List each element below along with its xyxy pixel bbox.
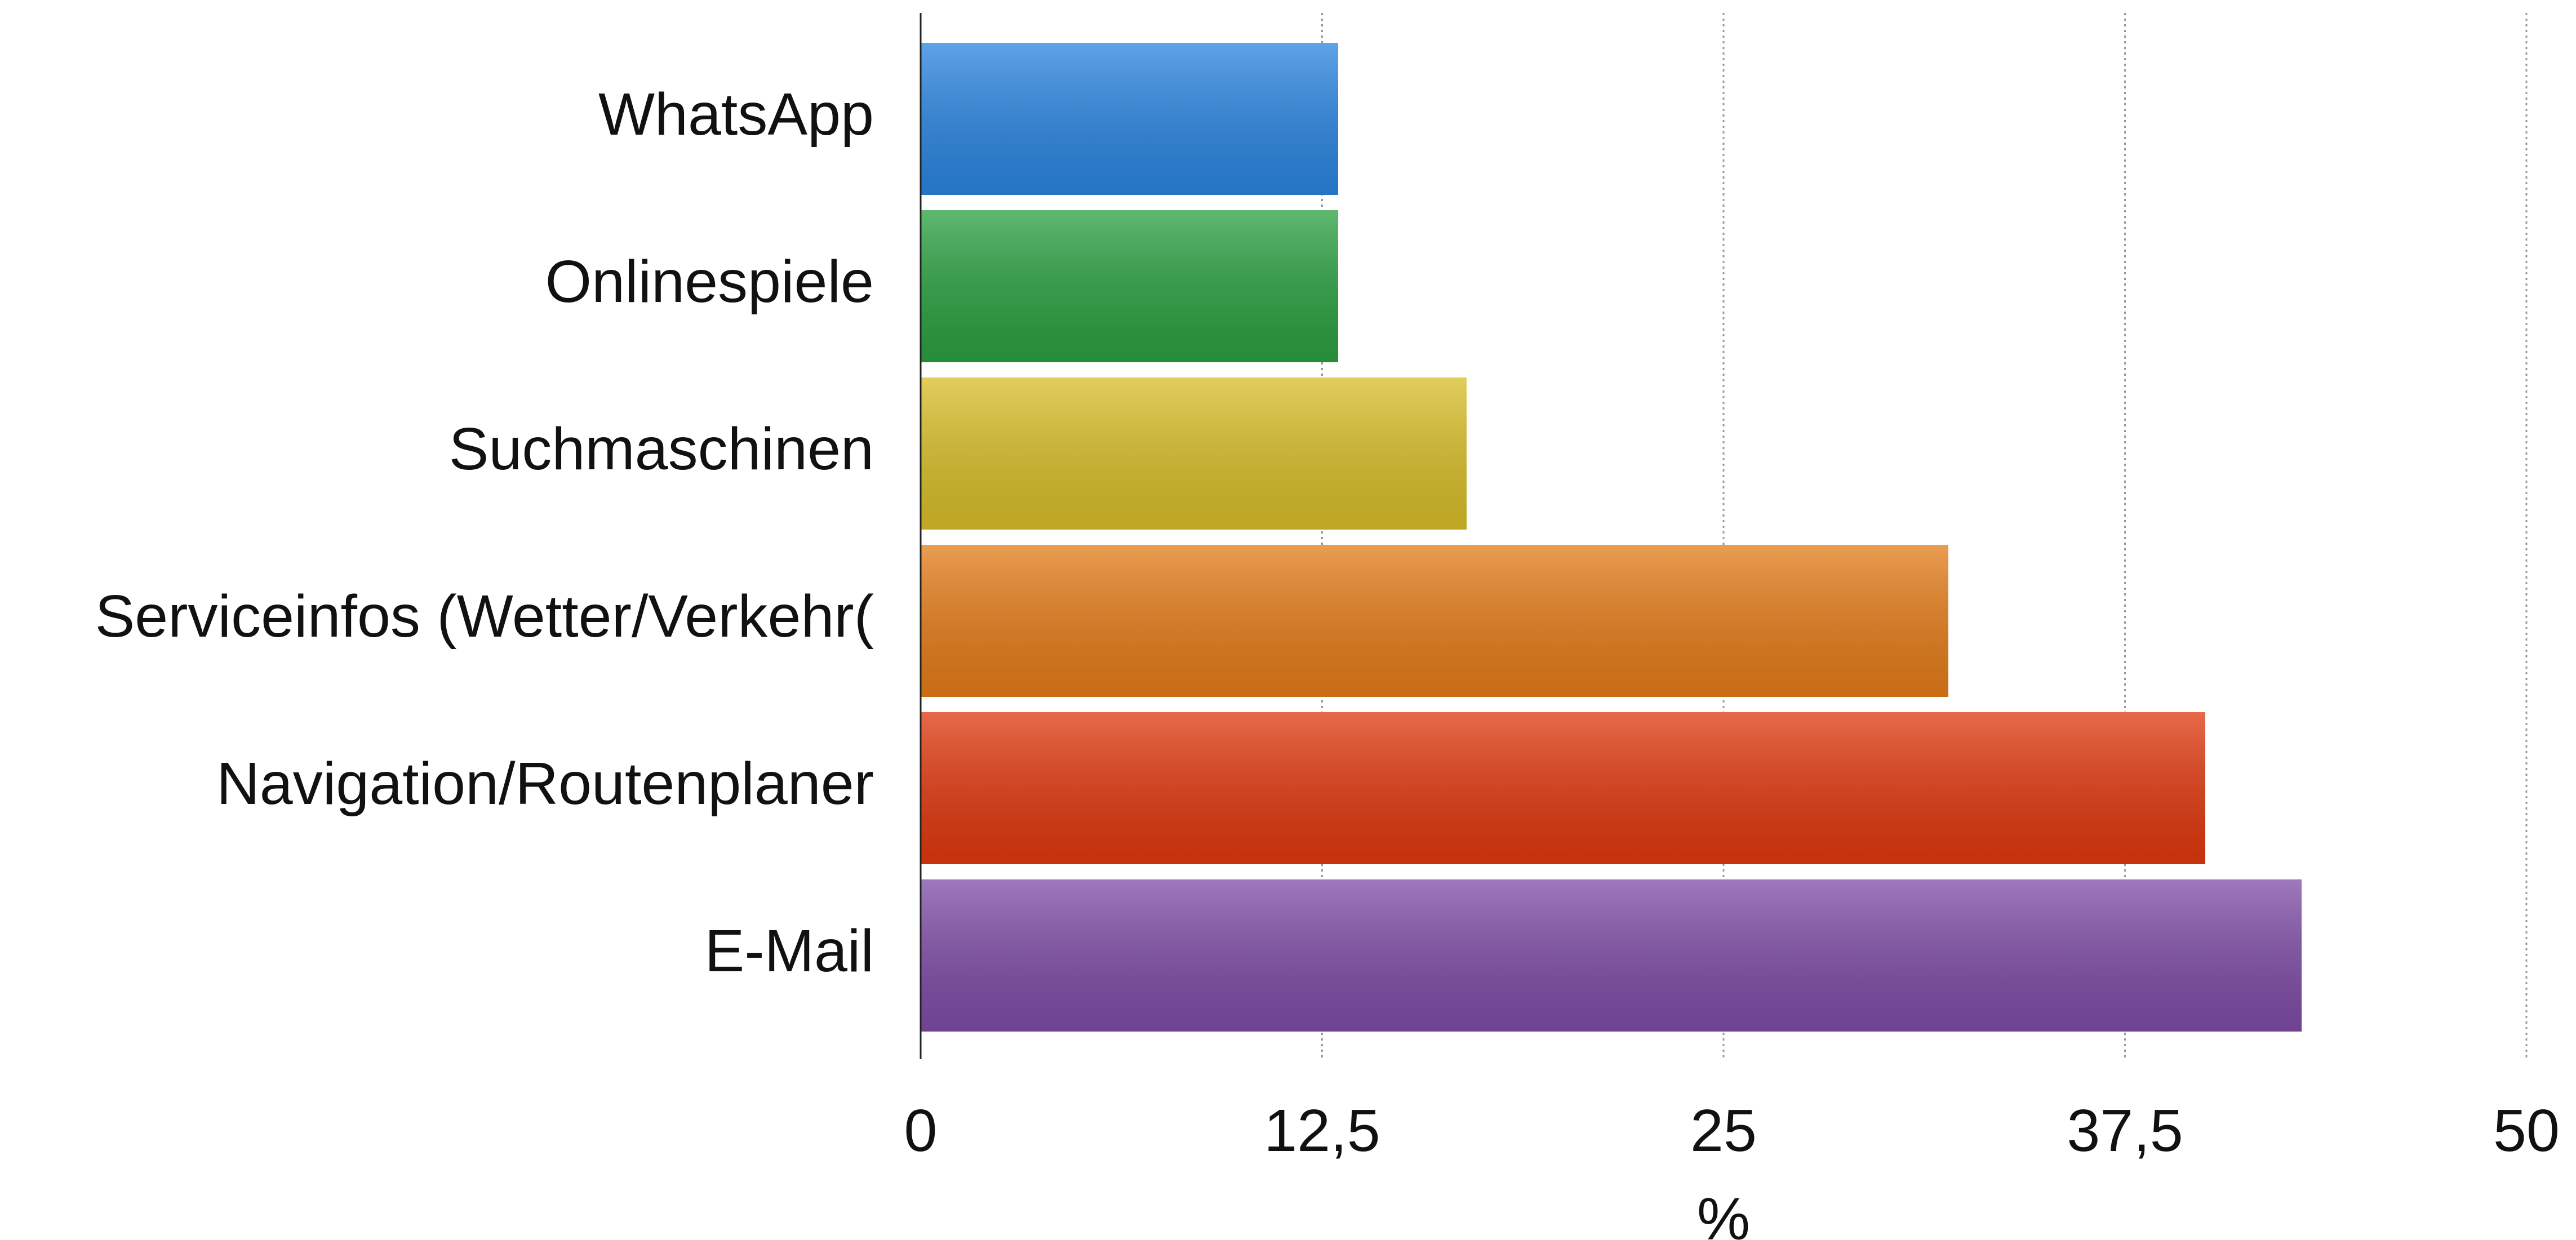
bar-shine bbox=[921, 879, 2302, 1032]
bars bbox=[921, 43, 2302, 1032]
y-tick-label: Suchmaschinen bbox=[449, 416, 874, 482]
x-tick-label: 37,5 bbox=[2067, 1097, 2183, 1164]
x-tick-label: 25 bbox=[1690, 1097, 1757, 1164]
y-tick-label: Onlinespiele bbox=[545, 248, 874, 315]
y-tick-label: Serviceinfos (Wetter/Verkehr( bbox=[95, 583, 874, 650]
x-axis-label: % bbox=[1697, 1186, 1750, 1240]
y-tick-label: WhatsApp bbox=[598, 81, 874, 148]
x-tick-label: 50 bbox=[2493, 1097, 2560, 1164]
y-tick-label: E-Mail bbox=[705, 918, 874, 984]
x-tick-label: 12,5 bbox=[1264, 1097, 1380, 1164]
bar-shine bbox=[921, 377, 1467, 530]
bar-shine bbox=[921, 545, 1948, 697]
y-tick-label: Navigation/Routenplaner bbox=[216, 750, 874, 817]
x-tick-label: 0 bbox=[904, 1097, 938, 1164]
bar-shine bbox=[921, 43, 1338, 195]
bar-shine bbox=[921, 712, 2205, 864]
bar-shine bbox=[921, 210, 1338, 362]
